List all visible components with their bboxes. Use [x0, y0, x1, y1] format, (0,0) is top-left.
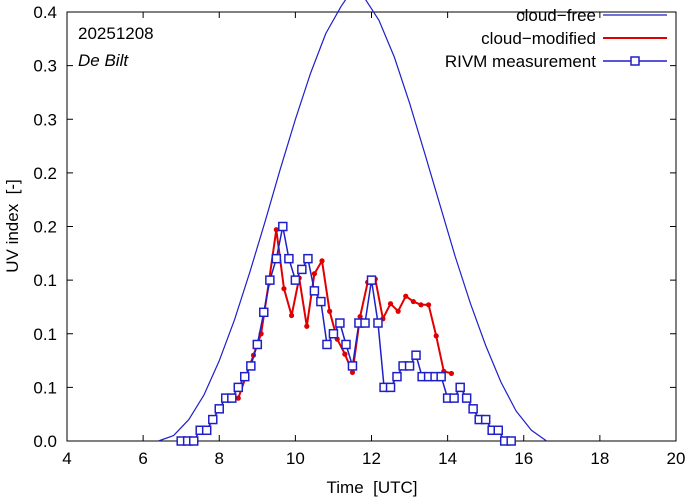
data-point-rivm-measurement [208, 414, 218, 425]
data-point-rivm-measurement [240, 371, 250, 382]
data-point-cloud-modified [403, 293, 409, 299]
data-point-rivm-measurement [303, 253, 313, 264]
data-point-rivm-measurement [309, 286, 320, 296]
x-axis-label: Time [UTC] [327, 478, 418, 497]
axis-ticks: 4 6 8 10 12 14 16 18 20 0.0 0.1 0.1 0.1 0.2 0.2 0.3 0.3 0… [33, 3, 685, 468]
data-point-rivm-measurement [335, 318, 345, 328]
data-point-rivm-measurement [468, 404, 478, 414]
x-tick-label: 4 [62, 449, 71, 468]
x-tick-label: 6 [138, 449, 147, 468]
legend-label-rivm-measurement: RIVM measurement [445, 52, 596, 71]
series-cloud-modified [235, 227, 455, 401]
legend-marker-rivm-measurement [630, 56, 640, 66]
data-point-cloud-modified [395, 308, 401, 314]
data-point-rivm-measurement [284, 253, 294, 264]
data-point-rivm-measurement [214, 404, 224, 414]
series-rivm-measurement [176, 221, 516, 446]
data-point-cloud-modified [281, 286, 287, 292]
data-point-rivm-measurement [246, 361, 256, 371]
x-tick-label: 16 [514, 449, 533, 468]
y-tick-label: 0.2 [33, 218, 57, 237]
data-point-cloud-modified [273, 227, 279, 233]
y-tick-label: 0.1 [33, 325, 57, 344]
data-point-rivm-measurement [455, 382, 465, 393]
data-point-rivm-measurement [436, 371, 446, 382]
y-tick-label: 0.0 [33, 432, 57, 451]
data-point-cloud-modified [410, 298, 416, 305]
data-point-rivm-measurement [188, 436, 199, 446]
x-tick-label: 18 [590, 449, 609, 468]
y-tick-label: 0.1 [33, 271, 57, 290]
data-point-cloud-modified [448, 370, 455, 377]
x-tick-label: 10 [286, 449, 305, 468]
x-tick-label: 14 [438, 449, 457, 468]
data-point-cloud-modified [433, 333, 439, 339]
data-point-cloud-modified [387, 301, 394, 307]
legend-label-cloud-modified: cloud−modified [481, 29, 596, 48]
data-point-rivm-measurement [227, 393, 237, 403]
data-point-rivm-measurement [449, 393, 459, 403]
x-tick-label: 12 [362, 449, 381, 468]
data-point-rivm-measurement [373, 318, 383, 328]
data-point-rivm-measurement [259, 307, 269, 318]
series-line-cloud-free [158, 0, 547, 442]
data-point-rivm-measurement [480, 414, 491, 425]
legend-label-cloud-free: cloud−free [516, 6, 596, 25]
data-point-rivm-measurement [404, 361, 415, 371]
data-point-rivm-measurement [506, 436, 516, 446]
plot-frame [66, 11, 677, 442]
data-point-rivm-measurement [461, 393, 472, 403]
data-point-rivm-measurement [316, 296, 326, 307]
y-tick-label: 0.2 [33, 164, 57, 183]
data-point-cloud-modified [342, 351, 348, 357]
data-point-cloud-modified [357, 313, 363, 320]
data-point-rivm-measurement [360, 318, 370, 328]
data-point-rivm-measurement [493, 425, 503, 436]
data-point-cloud-modified [418, 302, 424, 308]
data-point-cloud-modified [235, 395, 241, 401]
series-layer [158, 0, 547, 446]
data-point-rivm-measurement [385, 382, 396, 393]
data-point-rivm-measurement [328, 329, 339, 339]
x-tick-label: 20 [667, 449, 686, 468]
y-tick-label: 0.3 [33, 110, 57, 129]
y-axis-label: UV index [-] [3, 179, 22, 273]
data-point-cloud-modified [304, 323, 310, 329]
data-point-rivm-measurement [392, 371, 402, 382]
date-annotation: 20251208 [78, 24, 154, 43]
y-tick-label: 0.4 [33, 3, 57, 22]
x-tick-label: 8 [215, 449, 224, 468]
data-point-cloud-modified [327, 308, 333, 314]
data-point-cloud-modified [319, 258, 325, 264]
data-point-rivm-measurement [341, 339, 351, 350]
data-point-cloud-modified [425, 302, 432, 308]
data-point-cloud-modified [349, 369, 356, 375]
data-point-rivm-measurement [271, 253, 282, 264]
data-point-rivm-measurement [252, 339, 263, 350]
data-point-rivm-measurement [265, 275, 275, 285]
data-point-rivm-measurement [366, 275, 377, 285]
data-point-cloud-modified [288, 312, 295, 319]
data-point-rivm-measurement [411, 350, 421, 360]
data-point-rivm-measurement [201, 425, 212, 436]
data-point-cloud-modified [311, 271, 318, 277]
data-point-rivm-measurement [347, 361, 358, 371]
location-annotation: De Bilt [78, 51, 129, 70]
data-point-rivm-measurement [233, 382, 244, 393]
series-cloud-free [158, 0, 547, 442]
series-line-rivm-measurement [181, 225, 512, 442]
data-point-rivm-measurement [297, 264, 307, 275]
legend: cloud−free cloud−modified RIVM measureme… [445, 6, 667, 71]
y-tick-label: 0.1 [33, 378, 57, 397]
y-tick-label: 0.3 [33, 57, 57, 76]
data-point-rivm-measurement [322, 339, 332, 350]
data-point-rivm-measurement [290, 275, 301, 285]
data-point-rivm-measurement [278, 221, 288, 232]
